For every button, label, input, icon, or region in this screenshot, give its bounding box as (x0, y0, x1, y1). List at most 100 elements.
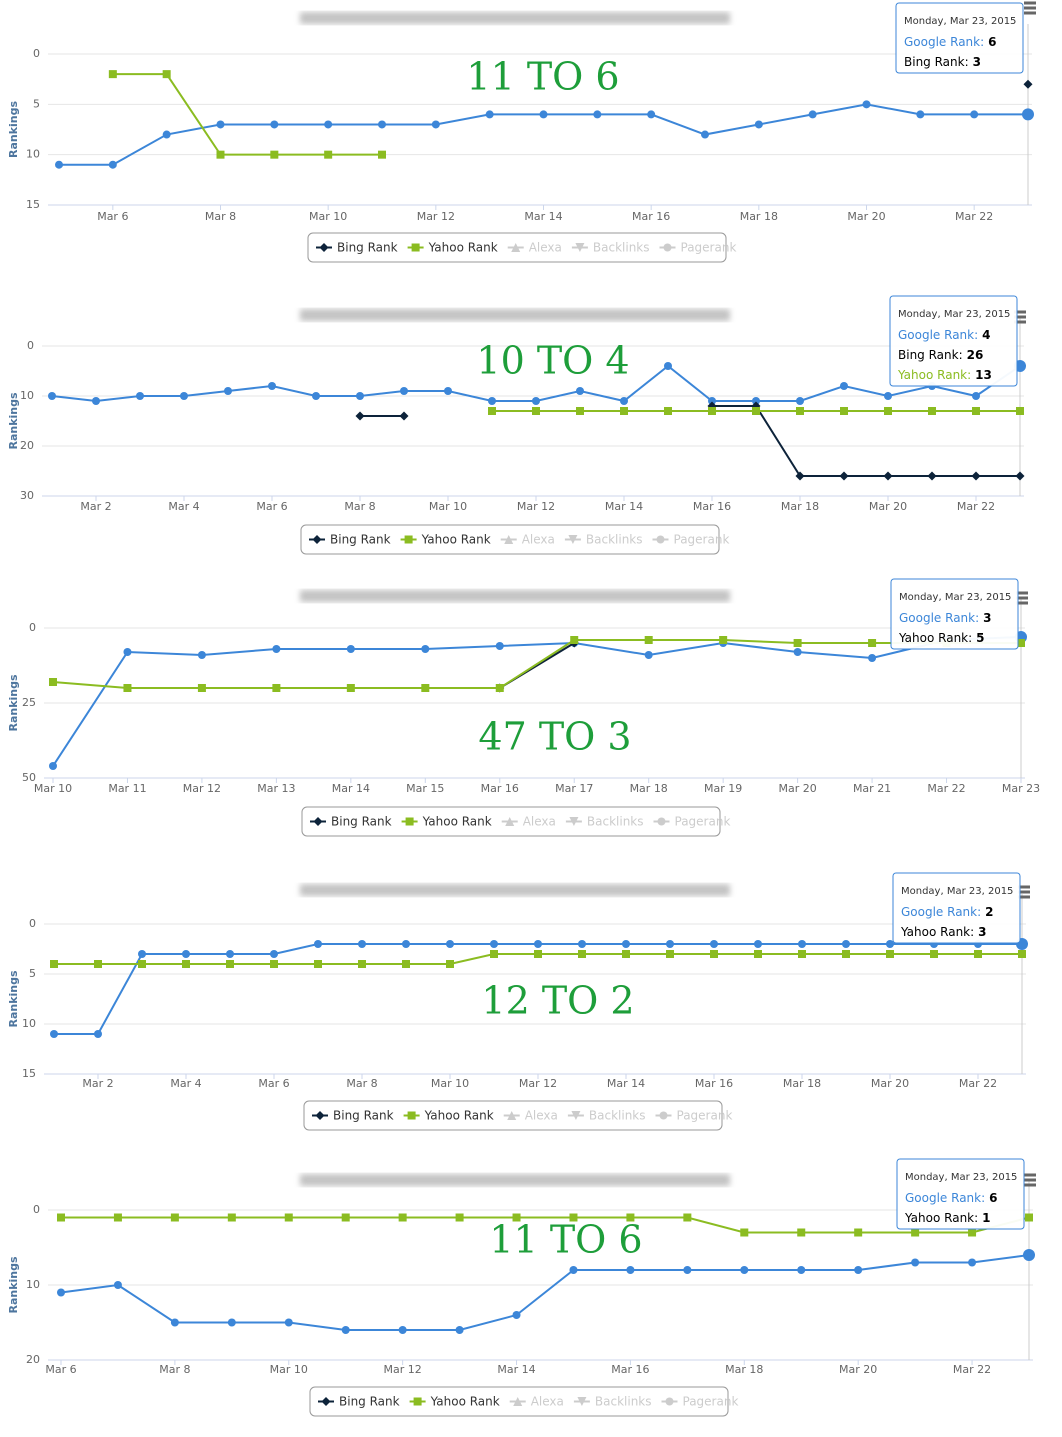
legend-label[interactable]: Backlinks (589, 1109, 646, 1123)
data-point (284, 1318, 293, 1327)
tooltip-label: Google Rank: (905, 1191, 985, 1205)
data-point (620, 397, 628, 405)
data-point (664, 362, 672, 370)
x-tick-label: Mar 18 (740, 210, 778, 223)
x-tick-label: Mar 8 (159, 1363, 190, 1376)
data-point (488, 397, 496, 405)
x-tick-label: Mar 2 (82, 1077, 113, 1090)
legend-label[interactable]: Alexa (522, 533, 555, 547)
data-point (644, 651, 653, 659)
legend-label[interactable]: Pagerank (674, 533, 730, 547)
tooltip-label: Yahoo Rank: (904, 1211, 978, 1225)
legend-label[interactable]: Alexa (525, 1109, 558, 1123)
data-point (94, 1030, 102, 1038)
tooltip-row: Google Rank: 4 (898, 328, 991, 342)
tooltip-date: Monday, Mar 23, 2015 (904, 16, 1016, 27)
data-point (578, 940, 586, 948)
x-tick-label: Mar 14 (332, 782, 370, 795)
y-tick-label: 0 (27, 339, 34, 352)
tooltip-box (895, 2, 1024, 74)
legend-label[interactable]: Backlinks (595, 1395, 652, 1409)
x-tick-label: Mar 12 (517, 500, 555, 513)
tooltip-row: Google Rank: 3 (899, 611, 992, 625)
legend-label[interactable]: Bing Rank (337, 241, 398, 255)
tooltip-label: Bing Rank: (898, 348, 963, 362)
x-tick-label: Mar 18 (725, 1363, 763, 1376)
data-point (644, 636, 653, 644)
legend-label[interactable]: Alexa (531, 1395, 564, 1409)
x-tick-label: Mar 4 (168, 500, 199, 513)
legend-label[interactable]: Backlinks (593, 241, 650, 255)
legend-label[interactable]: Yahoo Rank (422, 815, 492, 829)
legend-label[interactable]: Yahoo Rank (430, 1395, 500, 1409)
data-point (710, 940, 718, 948)
blurred-title (300, 590, 730, 602)
data-point (108, 160, 117, 169)
y-tick-label: 0 (33, 47, 40, 60)
data-point (92, 397, 100, 405)
x-tick-label: Mar 6 (256, 500, 287, 513)
data-point (796, 397, 804, 405)
legend-label[interactable]: Yahoo Rank (424, 1109, 494, 1123)
legend-label[interactable]: Backlinks (586, 533, 643, 547)
tooltip-row: Bing Rank: 26 (898, 348, 983, 362)
data-point (797, 1266, 806, 1274)
data-point (532, 397, 540, 405)
legend-label[interactable]: Yahoo Rank (428, 241, 498, 255)
legend-symbol (413, 1397, 422, 1406)
y-tick-label: 20 (26, 1353, 40, 1366)
data-point (719, 636, 728, 644)
data-point (226, 950, 234, 958)
tooltip-row: Google Rank: 6 (905, 1191, 998, 1205)
data-point (842, 940, 850, 948)
data-point (446, 940, 454, 948)
data-point (626, 1266, 635, 1274)
data-point (270, 120, 279, 129)
legend-symbol (665, 1397, 674, 1406)
legend-label[interactable]: Alexa (523, 815, 556, 829)
data-point (972, 392, 980, 400)
data-point (270, 950, 278, 958)
x-tick-label: Mar 20 (778, 782, 816, 795)
x-tick-label: Mar 11 (108, 782, 146, 795)
legend-label[interactable]: Pagerank (677, 1109, 733, 1123)
legend-label[interactable]: Pagerank (675, 815, 731, 829)
data-point (793, 648, 802, 656)
data-point (622, 950, 630, 958)
x-tick-label: Mar 15 (406, 782, 444, 795)
data-point (270, 960, 278, 968)
data-point (710, 950, 718, 958)
data-point (840, 382, 848, 390)
blurred-title (300, 12, 730, 24)
x-tick-label: Mar 12 (384, 1363, 422, 1376)
data-point (57, 1288, 65, 1297)
legend-label[interactable]: Bing Rank (331, 815, 392, 829)
legend-label[interactable]: Bing Rank (330, 533, 391, 547)
data-point (974, 950, 982, 958)
legend-label[interactable]: Backlinks (587, 815, 644, 829)
legend-label[interactable]: Bing Rank (339, 1395, 400, 1409)
legend-symbol (319, 243, 329, 252)
legend-symbol (659, 1111, 668, 1120)
tooltip-value: 6 (988, 35, 996, 49)
data-point (224, 387, 232, 395)
y-tick-label: 20 (20, 439, 34, 452)
legend-label[interactable]: Yahoo Rank (421, 533, 491, 547)
y-tick-label: 10 (22, 1017, 36, 1030)
data-point (752, 407, 760, 415)
legend-label[interactable]: Pagerank (681, 241, 737, 255)
tooltip-box (889, 295, 1018, 387)
y-tick-label: 10 (26, 1278, 40, 1291)
data-point (123, 648, 132, 656)
y-tick-label: 0 (29, 917, 36, 930)
y-tick-label: 50 (22, 771, 36, 784)
data-point (488, 407, 496, 415)
legend-label[interactable]: Bing Rank (333, 1109, 394, 1123)
legend-label[interactable]: Pagerank (683, 1395, 739, 1409)
annotation: 47 TO 3 (478, 715, 631, 759)
series-line (360, 405, 1020, 477)
blurred-title (300, 309, 730, 321)
legend-label[interactable]: Alexa (529, 241, 562, 255)
data-point (495, 642, 504, 650)
data-point (50, 1030, 58, 1038)
